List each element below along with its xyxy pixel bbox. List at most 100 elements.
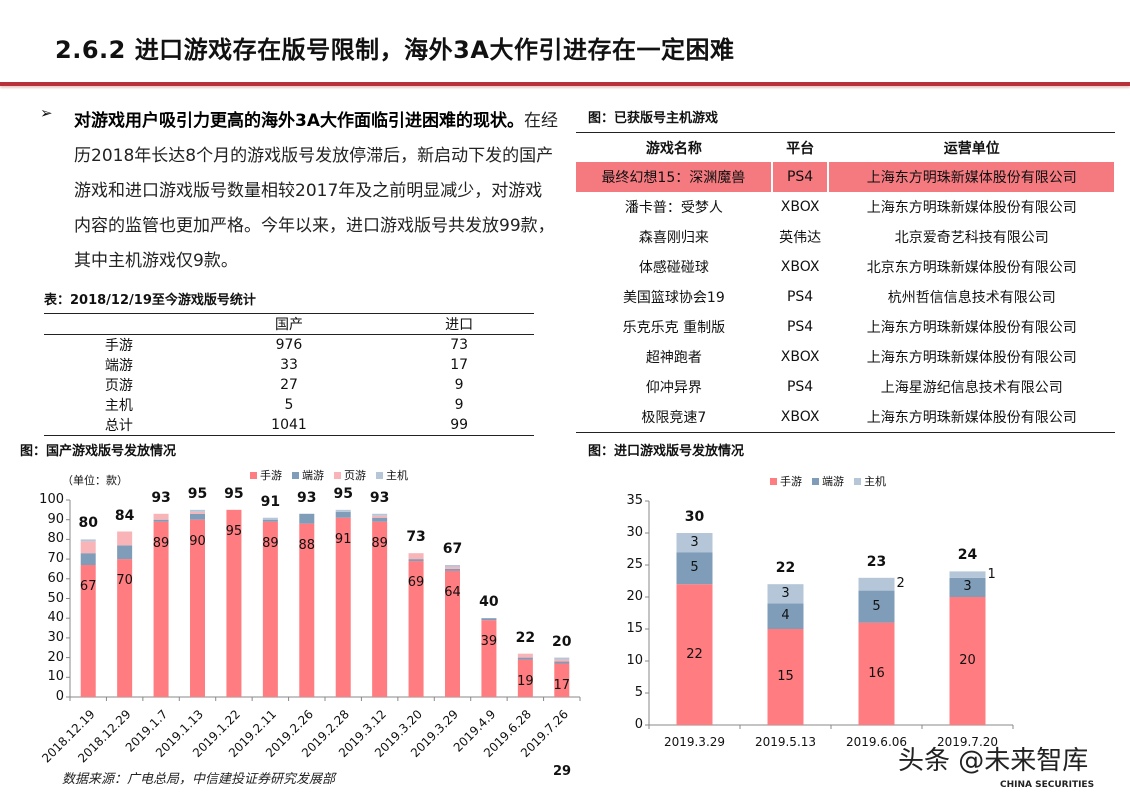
data-label: 95 bbox=[225, 523, 243, 539]
legend-item: 主机 bbox=[376, 467, 408, 483]
bar-segment bbox=[262, 519, 278, 522]
data-label: 89 bbox=[371, 535, 388, 551]
y-tick-label: 25 bbox=[626, 557, 643, 572]
table-cell: XBOX bbox=[780, 199, 820, 215]
table-row: 仰冲异界 PS4 上海星游纪信息技术有限公司 bbox=[576, 372, 1115, 402]
data-source: 数据来源：广电总局，中信建投证券研究发展部 bbox=[62, 772, 336, 787]
bar-segment bbox=[226, 509, 242, 697]
bar-segment bbox=[117, 545, 133, 560]
data-label: 2 bbox=[896, 576, 905, 592]
bar-segment bbox=[554, 663, 570, 697]
data-label: 88 bbox=[298, 537, 316, 553]
page-title: 2.6.2 进口游戏存在版号限制，海外3A大作引进存在一定困难 bbox=[55, 36, 735, 64]
bar-segment bbox=[80, 553, 96, 566]
table-row: 超神跑者 XBOX 上海东方明珠新媒体股份有限公司 bbox=[576, 342, 1115, 372]
table-row: 端游 33 17 bbox=[44, 355, 534, 375]
legend-swatch bbox=[250, 472, 257, 479]
chart-legend: 手游 端游 页游 主机 bbox=[250, 467, 408, 483]
bar-segment bbox=[554, 661, 570, 664]
data-label: 3 bbox=[690, 534, 699, 550]
watermark-text: 头条 @未来智库 bbox=[898, 746, 1089, 776]
table-cell: 总计 bbox=[44, 415, 194, 436]
table-cell: 9 bbox=[454, 397, 464, 413]
legend-swatch bbox=[334, 472, 341, 479]
bar-segment bbox=[676, 533, 713, 553]
column-header: 平台 bbox=[771, 132, 829, 162]
bar-segment bbox=[117, 559, 133, 697]
title-divider bbox=[0, 82, 1130, 86]
table-cell: 主机 bbox=[104, 398, 133, 414]
data-label: 4 bbox=[781, 608, 790, 624]
total-label: 95 bbox=[333, 485, 353, 502]
bar-segment bbox=[767, 629, 804, 725]
page-number: 29 bbox=[553, 764, 572, 779]
column-header: 进口 bbox=[384, 313, 534, 335]
table-cell: 杭州哲信信息技术有限公司 bbox=[887, 290, 1056, 306]
data-label: 91 bbox=[334, 531, 352, 547]
bar-segment bbox=[554, 659, 570, 662]
total-label: 30 bbox=[684, 509, 705, 525]
bar-segment bbox=[80, 565, 96, 697]
column-header: 游戏名称 bbox=[576, 132, 772, 162]
table-cell: 北京东方明珠新媒体股份有限公司 bbox=[866, 260, 1077, 276]
total-label: 91 bbox=[260, 493, 281, 510]
x-tick-label: 2019.6.06 bbox=[845, 735, 908, 749]
bar-segment bbox=[335, 511, 351, 518]
table-cell: 手游 bbox=[104, 338, 133, 354]
bar-segment bbox=[117, 531, 133, 546]
legend-item: 页游 bbox=[334, 467, 366, 483]
y-tick-label: 100 bbox=[39, 492, 64, 507]
data-label: 5 bbox=[872, 598, 881, 614]
table-cell: 潘卡普：受梦人 bbox=[624, 200, 723, 216]
bar-segment bbox=[408, 561, 424, 697]
table-cell: 体感碰碰球 bbox=[638, 260, 709, 276]
column-header bbox=[44, 313, 194, 335]
bar-segment bbox=[153, 521, 169, 697]
stats-table-caption: 表：2018/12/19至今游戏版号统计 bbox=[44, 293, 256, 308]
y-tick-label: 20 bbox=[47, 649, 64, 665]
bar-segment bbox=[408, 553, 424, 560]
table-cell: XBOX bbox=[780, 349, 820, 365]
table-cell: 976 bbox=[275, 337, 303, 353]
y-tick-label: 10 bbox=[47, 669, 64, 685]
unit-label: （单位：款） bbox=[62, 474, 128, 487]
table-row: 乐克乐克 重制版 PS4 上海东方明珠新媒体股份有限公司 bbox=[576, 312, 1115, 342]
y-tick-label: 30 bbox=[626, 525, 643, 540]
data-label: 90 bbox=[189, 533, 206, 549]
total-label: 95 bbox=[187, 485, 208, 502]
summary-text: 在经历2018年长达8个月的游戏版号发放停滞后，新启动下发的国产游戏和进口游戏版… bbox=[74, 111, 558, 271]
table-row: 森喜刚归来 英伟达 北京爱奇艺科技有限公司 bbox=[576, 222, 1115, 252]
table-cell: 99 bbox=[384, 415, 534, 436]
total-label: 93 bbox=[297, 489, 317, 506]
table-cell: 上海东方明珠新媒体股份有限公司 bbox=[866, 320, 1077, 336]
table-cell: 页游 bbox=[104, 378, 133, 394]
bar-segment bbox=[190, 511, 205, 514]
table-cell: 上海东方明珠新媒体股份有限公司 bbox=[828, 162, 1116, 192]
column-header: 运营单位 bbox=[828, 132, 1115, 162]
console-table-caption: 图：已获版号主机游戏 bbox=[588, 111, 719, 126]
data-label: 69 bbox=[407, 575, 425, 591]
bar-segment bbox=[262, 521, 278, 697]
y-tick-label: 50 bbox=[47, 590, 64, 606]
table-cell: PS4 bbox=[786, 319, 814, 335]
bar-segment bbox=[80, 541, 96, 554]
total-label: 22 bbox=[775, 560, 796, 577]
total-label: 93 bbox=[369, 489, 390, 506]
table-cell: PS4 bbox=[771, 162, 830, 192]
table-cell: 最终幻想15：深渊魔兽 bbox=[576, 162, 773, 192]
bar-segment bbox=[299, 523, 315, 697]
legend-swatch bbox=[376, 472, 383, 479]
legend-label: 主机 bbox=[386, 469, 408, 482]
bar-segment bbox=[949, 597, 986, 725]
bar-segment bbox=[372, 517, 388, 522]
table-cell: XBOX bbox=[771, 402, 829, 433]
total-label: 73 bbox=[406, 529, 426, 546]
total-label: 23 bbox=[866, 553, 887, 570]
bar-segment bbox=[445, 570, 460, 697]
total-label: 93 bbox=[151, 489, 171, 506]
bar-segment bbox=[517, 657, 533, 660]
total-label: 20 bbox=[552, 633, 572, 650]
legend-label: 主机 bbox=[864, 475, 886, 488]
bar-segment bbox=[445, 566, 460, 569]
